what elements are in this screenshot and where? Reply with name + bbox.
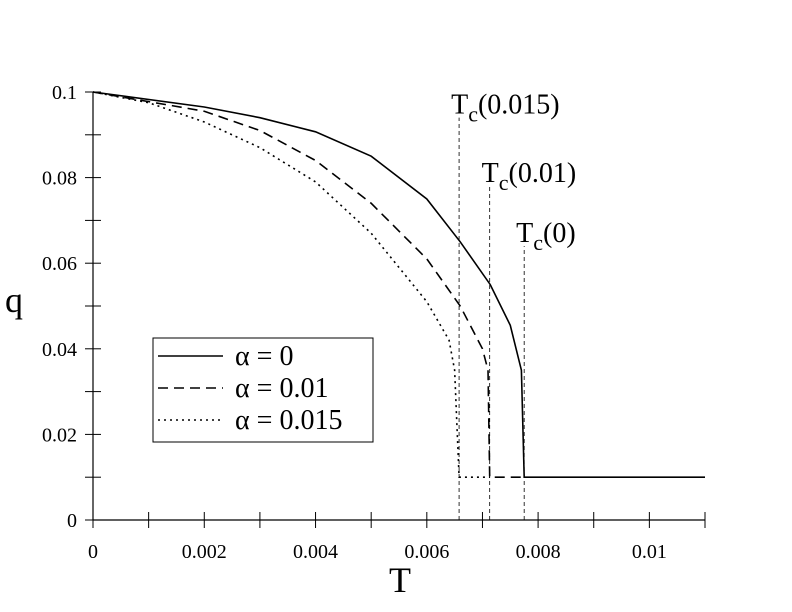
legend-label: α = 0.01 bbox=[235, 373, 328, 404]
y-tick-label: 0.02 bbox=[42, 424, 77, 446]
x-tick-label: 0.004 bbox=[293, 541, 338, 563]
y-tick-label: 0.06 bbox=[42, 253, 77, 275]
annotation-sub: c bbox=[468, 102, 478, 127]
y-tick-label: 0.1 bbox=[52, 82, 77, 104]
x-tick-label: 0.01 bbox=[632, 541, 667, 563]
y-tick-label: 0 bbox=[67, 510, 77, 532]
annotation: Tc(0.015) bbox=[451, 90, 560, 127]
annotation-arg: (0.015) bbox=[478, 90, 560, 121]
annotation-label: T bbox=[451, 90, 468, 121]
y-tick-label: 0.08 bbox=[42, 168, 77, 190]
x-tick-label: 0.008 bbox=[516, 541, 561, 563]
x-tick-label: 0.006 bbox=[404, 541, 449, 563]
annotation-arg: (0) bbox=[543, 218, 576, 249]
annotation-arg: (0.01) bbox=[509, 158, 577, 189]
x-tick-label: 0.002 bbox=[182, 541, 227, 563]
y-axis-label: q bbox=[5, 280, 23, 320]
annotation-label: T bbox=[516, 218, 533, 249]
series-line bbox=[92, 91, 490, 478]
annotation: Tc(0.01) bbox=[482, 158, 577, 195]
annotation-sub: c bbox=[533, 230, 543, 255]
legend-label: α = 0.015 bbox=[235, 405, 342, 436]
x-tick-label: 0 bbox=[88, 541, 98, 563]
annotation-sub: c bbox=[499, 170, 509, 195]
x-axis-label: T bbox=[389, 560, 411, 600]
series-line bbox=[92, 91, 525, 478]
annotation: Tc(0) bbox=[516, 218, 576, 255]
annotation-label: T bbox=[482, 158, 499, 189]
legend-label: α = 0 bbox=[235, 341, 293, 372]
y-tick-label: 0.04 bbox=[42, 339, 77, 361]
series-line bbox=[92, 91, 705, 478]
